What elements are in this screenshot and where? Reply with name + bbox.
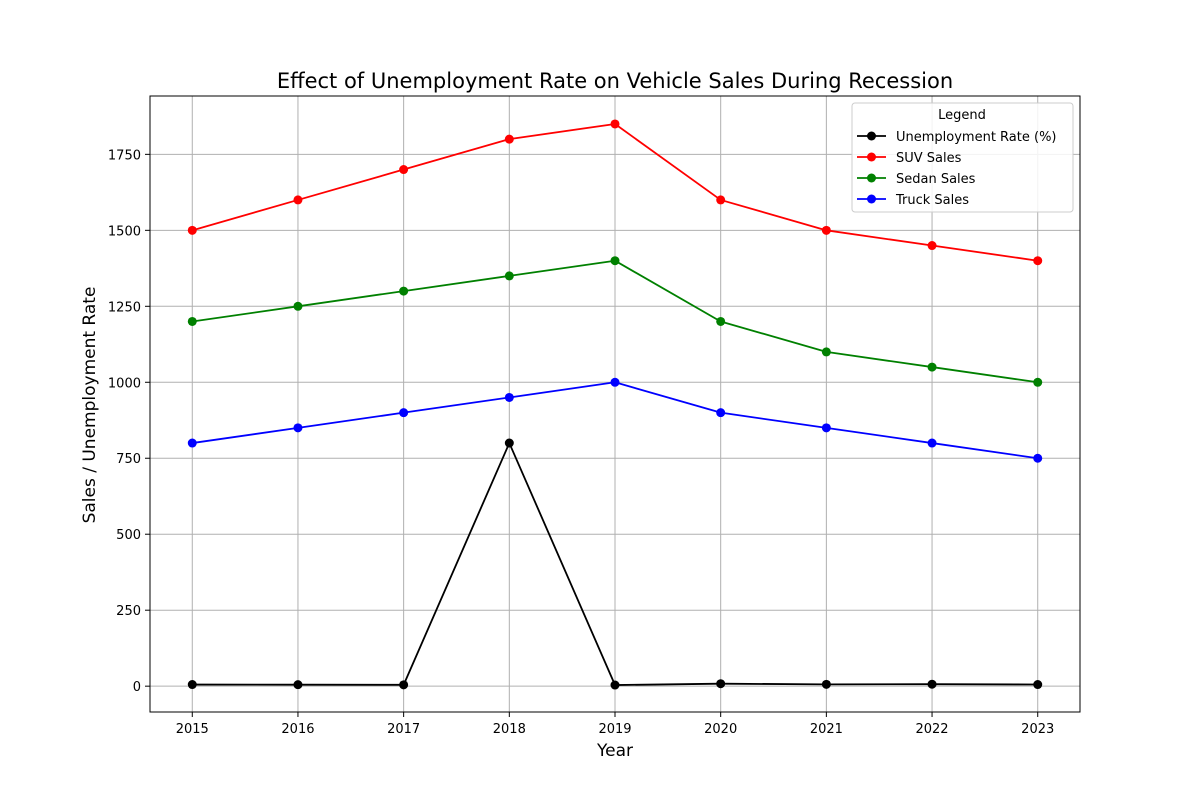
y-tick-label: 750 bbox=[116, 452, 141, 467]
legend-swatch-marker bbox=[867, 173, 876, 183]
data-point bbox=[1033, 377, 1043, 387]
y-tick-label: 500 bbox=[116, 528, 141, 543]
y-axis-label: Sales / Unemployment Rate bbox=[80, 287, 100, 524]
data-point bbox=[187, 438, 197, 448]
data-point bbox=[1033, 680, 1043, 690]
data-point bbox=[716, 679, 726, 689]
legend-swatch-marker bbox=[867, 152, 876, 162]
axis-ticks: 2015 2016 2017 2018 2019 2020 2021 2022 2023 0 250… bbox=[108, 148, 1054, 737]
data-point bbox=[927, 679, 937, 689]
legend: Legend Unemployment Rate (%) SUV Sales Sed… bbox=[851, 102, 1074, 213]
y-tick-label: 0 bbox=[133, 680, 141, 695]
data-point bbox=[821, 225, 831, 235]
y-tick-label: 1250 bbox=[108, 300, 141, 315]
data-point bbox=[821, 679, 831, 689]
x-axis-label: Year bbox=[596, 741, 633, 761]
data-point bbox=[187, 225, 197, 235]
legend-box bbox=[851, 102, 1074, 213]
data-point bbox=[610, 680, 620, 690]
legend-label: Sedan Sales bbox=[896, 172, 976, 187]
data-point bbox=[927, 241, 937, 251]
legend-label: Truck Sales bbox=[895, 193, 969, 208]
x-tick-label: 2020 bbox=[704, 722, 737, 737]
x-tick-label: 2016 bbox=[281, 722, 314, 737]
legend-entry: SUV Sales bbox=[857, 151, 962, 166]
data-point bbox=[504, 134, 514, 144]
legend-entry: Truck Sales bbox=[857, 193, 969, 208]
y-tick-label: 1500 bbox=[108, 224, 141, 239]
x-tick-label: 2023 bbox=[1021, 722, 1054, 737]
legend-title: Legend bbox=[938, 108, 986, 123]
data-point bbox=[504, 392, 514, 402]
legend-swatch-marker bbox=[867, 131, 876, 141]
data-point bbox=[716, 195, 726, 205]
x-tick-label: 2015 bbox=[176, 722, 209, 737]
data-point bbox=[399, 165, 409, 175]
data-point bbox=[504, 271, 514, 281]
chart-title: Effect of Unemployment Rate on Vehicle S… bbox=[277, 69, 953, 93]
data-point bbox=[399, 286, 409, 296]
data-point bbox=[1033, 453, 1043, 463]
x-tick-label: 2017 bbox=[387, 722, 420, 737]
y-tick-label: 1750 bbox=[108, 148, 141, 163]
series-1 bbox=[187, 119, 1043, 266]
data-point bbox=[293, 423, 303, 433]
data-point bbox=[399, 680, 409, 690]
data-point bbox=[716, 316, 726, 326]
data-point bbox=[610, 119, 620, 129]
data-point bbox=[821, 347, 831, 357]
series-2 bbox=[187, 256, 1043, 387]
y-tick-label: 1000 bbox=[108, 376, 141, 391]
series-0 bbox=[187, 438, 1043, 690]
data-point bbox=[821, 423, 831, 433]
data-point bbox=[293, 301, 303, 311]
legend-entry: Unemployment Rate (%) bbox=[857, 130, 1057, 145]
data-point bbox=[1033, 256, 1043, 266]
data-point bbox=[927, 362, 937, 372]
series-group bbox=[187, 119, 1043, 690]
series-3 bbox=[187, 377, 1043, 463]
y-tick-label: 250 bbox=[116, 604, 141, 619]
data-point bbox=[716, 408, 726, 418]
plot-frame bbox=[149, 95, 1081, 713]
data-point bbox=[187, 316, 197, 326]
legend-swatch-marker bbox=[867, 194, 876, 204]
data-point bbox=[187, 680, 197, 690]
legend-label: SUV Sales bbox=[896, 151, 962, 166]
data-point bbox=[504, 438, 514, 448]
x-tick-label: 2018 bbox=[493, 722, 526, 737]
data-point bbox=[610, 256, 620, 266]
data-point bbox=[293, 680, 303, 690]
x-tick-label: 2021 bbox=[810, 722, 843, 737]
legend-entry: Sedan Sales bbox=[857, 172, 976, 187]
x-tick-label: 2022 bbox=[915, 722, 948, 737]
data-point bbox=[610, 377, 620, 387]
x-tick-label: 2019 bbox=[598, 722, 631, 737]
data-point bbox=[927, 438, 937, 448]
data-point bbox=[399, 408, 409, 418]
legend-label: Unemployment Rate (%) bbox=[896, 130, 1057, 145]
data-point bbox=[293, 195, 303, 205]
